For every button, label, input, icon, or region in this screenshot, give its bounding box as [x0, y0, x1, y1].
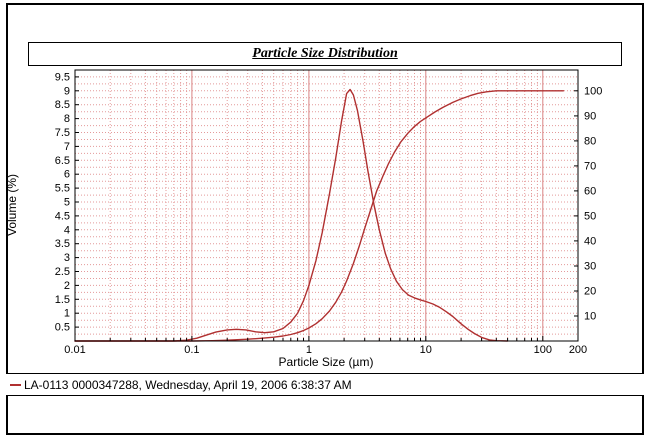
svg-text:6.5: 6.5 — [55, 155, 70, 167]
svg-text:7: 7 — [64, 141, 70, 153]
footer-text: LA-0113 0000347288, Wednesday, April 19,… — [24, 377, 352, 392]
svg-text:200: 200 — [569, 344, 587, 356]
svg-text:30: 30 — [584, 261, 596, 273]
svg-text:9: 9 — [64, 85, 70, 97]
series-legend-line-icon — [10, 383, 21, 386]
svg-text:40: 40 — [584, 235, 596, 247]
svg-text:9.5: 9.5 — [55, 71, 70, 83]
gridlines — [75, 70, 578, 341]
svg-text:1: 1 — [64, 308, 70, 320]
svg-text:50: 50 — [584, 210, 596, 222]
svg-text:100: 100 — [584, 85, 602, 97]
svg-text:8: 8 — [64, 113, 70, 125]
svg-text:2: 2 — [64, 280, 70, 292]
svg-text:100: 100 — [534, 344, 552, 356]
svg-text:3: 3 — [64, 252, 70, 264]
chart-title: Particle Size Distribution — [252, 46, 398, 61]
svg-text:10: 10 — [584, 311, 596, 323]
svg-text:3.5: 3.5 — [55, 238, 70, 250]
plot-frame — [74, 69, 579, 342]
chart-title-box: Particle Size Distribution — [28, 42, 622, 66]
svg-text:1.5: 1.5 — [55, 294, 70, 306]
svg-text:2.5: 2.5 — [55, 266, 70, 278]
svg-text:5: 5 — [64, 197, 70, 209]
svg-text:6: 6 — [64, 169, 70, 181]
svg-text:4: 4 — [64, 224, 70, 236]
x-axis-label: Particle Size (µm) — [279, 355, 374, 369]
y-axis-label: Volume (%) — [5, 174, 19, 236]
svg-text:5.5: 5.5 — [55, 183, 70, 195]
data-curves — [74, 88, 565, 342]
footer: LA-0113 0000347288, Wednesday, April 19,… — [6, 373, 644, 396]
axis-ticks — [74, 76, 579, 341]
svg-text:90: 90 — [584, 110, 596, 122]
svg-text:10: 10 — [420, 344, 432, 356]
svg-text:20: 20 — [584, 286, 596, 298]
svg-text:60: 60 — [584, 185, 596, 197]
svg-text:0.5: 0.5 — [55, 322, 70, 334]
svg-text:4.5: 4.5 — [55, 210, 70, 222]
svg-text:70: 70 — [584, 160, 596, 172]
svg-text:80: 80 — [584, 135, 596, 147]
svg-text:8.5: 8.5 — [55, 99, 70, 111]
tick-labels: 0.01 0.1 1 10 100 200 0.5 1 1.5 2 2.5 3 3.5 4 4.55 5.5 6… — [55, 71, 603, 356]
svg-text:1: 1 — [306, 344, 312, 356]
svg-text:0.1: 0.1 — [184, 344, 199, 356]
svg-text:0.01: 0.01 — [64, 344, 85, 356]
svg-text:7.5: 7.5 — [55, 127, 70, 139]
